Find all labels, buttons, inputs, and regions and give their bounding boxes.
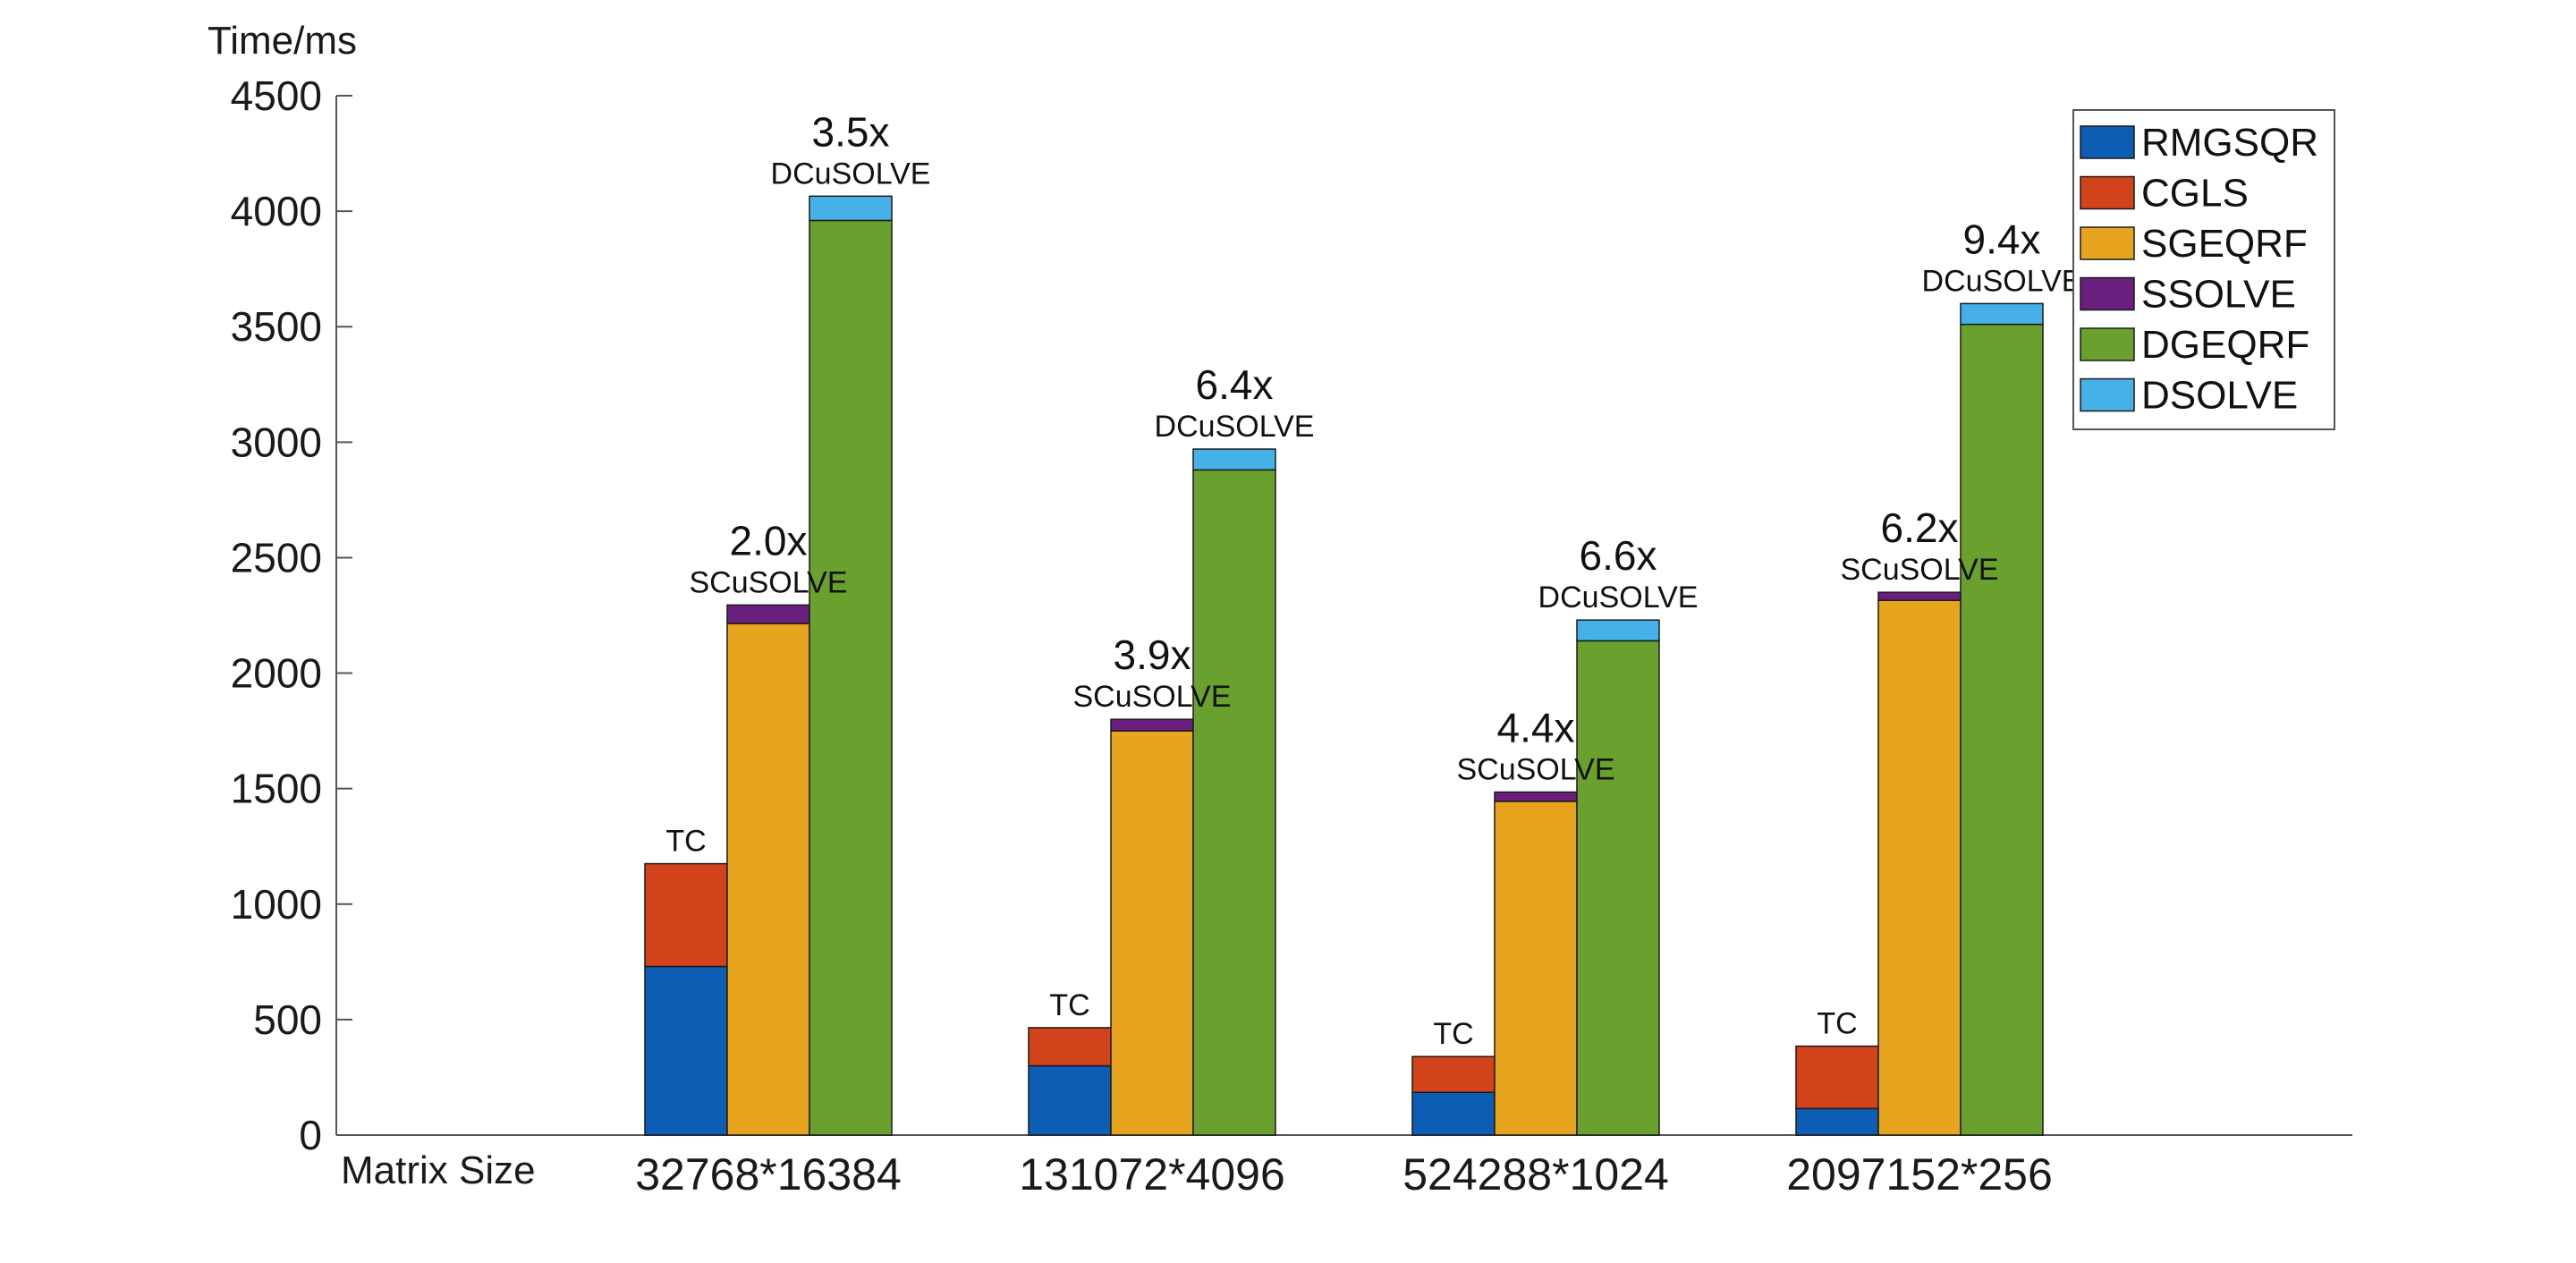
bar-method-label: SCuSOLVE	[1840, 553, 1998, 587]
legend-label-dgeqrf: DGEQRF	[2141, 323, 2309, 367]
bar-segment-sgeqrf	[726, 623, 810, 1136]
legend-label-cgls: CGLS	[2141, 172, 2249, 216]
bar-speedup-label: 6.4x	[1196, 361, 1274, 408]
bar-segment-cgls	[1028, 1027, 1112, 1067]
y-tick-label: 4000	[231, 188, 322, 234]
x-category-label: 131072*4096	[1019, 1149, 1285, 1199]
bar-segment-ssolve	[1877, 591, 1962, 601]
legend-swatch-dgeqrf	[2080, 327, 2135, 361]
bar-method-label: SCuSOLVE	[1456, 753, 1614, 787]
y-tick-label: 2500	[231, 534, 322, 581]
legend-box	[2072, 109, 2335, 430]
y-tick-label: 0	[299, 1112, 322, 1158]
legend-swatch-cgls	[2080, 175, 2135, 210]
legend: RMGSQR CGLS SGEQRF SSOLVE DGEQRF DSOLVE	[2072, 109, 2335, 430]
bar-method-label: DCuSOLVE	[1155, 410, 1315, 444]
x-category-label: 32768*16384	[635, 1149, 902, 1199]
bar-segment-dsolve	[1960, 302, 2044, 326]
legend-label-rmgsqr: RMGSQR	[2141, 121, 2318, 165]
bar-segment-rmgsqr	[1795, 1107, 1879, 1136]
bar-segment-dgeqrf	[1960, 323, 2044, 1136]
legend-swatch-dsolve	[2080, 377, 2135, 412]
bar-segment-ssolve	[726, 604, 810, 624]
bar-segment-dsolve	[1576, 619, 1660, 642]
bar-annotations: 32768*16384TCSCuSOLVE2.0xDCuSOLVE3.5x131…	[635, 108, 2081, 1199]
y-tick-label: 500	[253, 996, 322, 1043]
bar-speedup-label: 3.9x	[1114, 632, 1191, 678]
bar-method-label: DCuSOLVE	[1538, 581, 1699, 615]
bar-method-label: TC	[1049, 988, 1089, 1022]
bar-method-label: DCuSOLVE	[771, 157, 931, 191]
bar-method-label: SCuSOLVE	[689, 565, 847, 599]
y-tick-label: 1500	[231, 766, 322, 812]
legend-swatch-ssolve	[2080, 276, 2135, 311]
bar-segment-sgeqrf	[1110, 730, 1194, 1136]
y-tick-label: 3000	[231, 419, 322, 465]
bar-segment-cgls	[644, 862, 728, 968]
legend-swatch-rmgsqr	[2080, 125, 2135, 159]
bar-segment-dgeqrf	[1192, 469, 1276, 1136]
bar-segment-rmgsqr	[644, 965, 728, 1136]
x-axis-title: Matrix Size	[341, 1149, 536, 1192]
bar-method-label: TC	[665, 825, 706, 859]
legend-label-ssolve: SSOLVE	[2141, 273, 2296, 317]
bars	[644, 195, 2044, 1136]
bar-method-label: SCuSOLVE	[1072, 680, 1231, 714]
bar-segment-sgeqrf	[1877, 599, 1962, 1136]
bar-speedup-label: 4.4x	[1497, 705, 1575, 751]
legend-label-dsolve: DSOLVE	[2141, 374, 2298, 418]
bar-segment-dsolve	[809, 195, 893, 222]
y-tick-label: 3500	[231, 303, 322, 350]
bar-method-label: DCuSOLVE	[1922, 264, 2082, 298]
bar-segment-dsolve	[1192, 448, 1276, 471]
bar-speedup-label: 6.2x	[1881, 504, 1959, 551]
bar-segment-ssolve	[1494, 791, 1578, 802]
bar-speedup-label: 2.0x	[730, 517, 808, 564]
bar-segment-sgeqrf	[1494, 801, 1578, 1136]
bar-segment-dgeqrf	[809, 219, 893, 1136]
bar-segment-dgeqrf	[1576, 640, 1660, 1136]
y-axis-title: Time/ms	[208, 19, 357, 63]
x-category-label: 524288*1024	[1402, 1149, 1669, 1199]
y-tick-label: 1000	[231, 881, 322, 928]
legend-swatch-sgeqrf	[2080, 226, 2135, 260]
bar-segment-cgls	[1795, 1045, 1879, 1110]
bar-method-label: TC	[1433, 1017, 1473, 1051]
bar-segment-rmgsqr	[1028, 1064, 1112, 1136]
bar-speedup-label: 3.5x	[812, 108, 890, 155]
legend-label-sgeqrf: SGEQRF	[2141, 222, 2308, 266]
y-tick-label: 2000	[231, 650, 322, 697]
x-category-label: 2097152*256	[1786, 1149, 2053, 1199]
axes: 0 500 1000 1500 2000 2500 3000 3500 4000 4500 Time…	[208, 19, 2352, 1192]
bar-segment-ssolve	[1110, 718, 1194, 732]
bar-speedup-label: 9.4x	[1963, 216, 2041, 262]
bar-method-label: TC	[1817, 1007, 1857, 1041]
bar-speedup-label: 6.6x	[1580, 532, 1657, 579]
y-tick-label: 4500	[231, 72, 322, 119]
bar-segment-rmgsqr	[1411, 1091, 1496, 1136]
bar-segment-cgls	[1411, 1055, 1496, 1093]
